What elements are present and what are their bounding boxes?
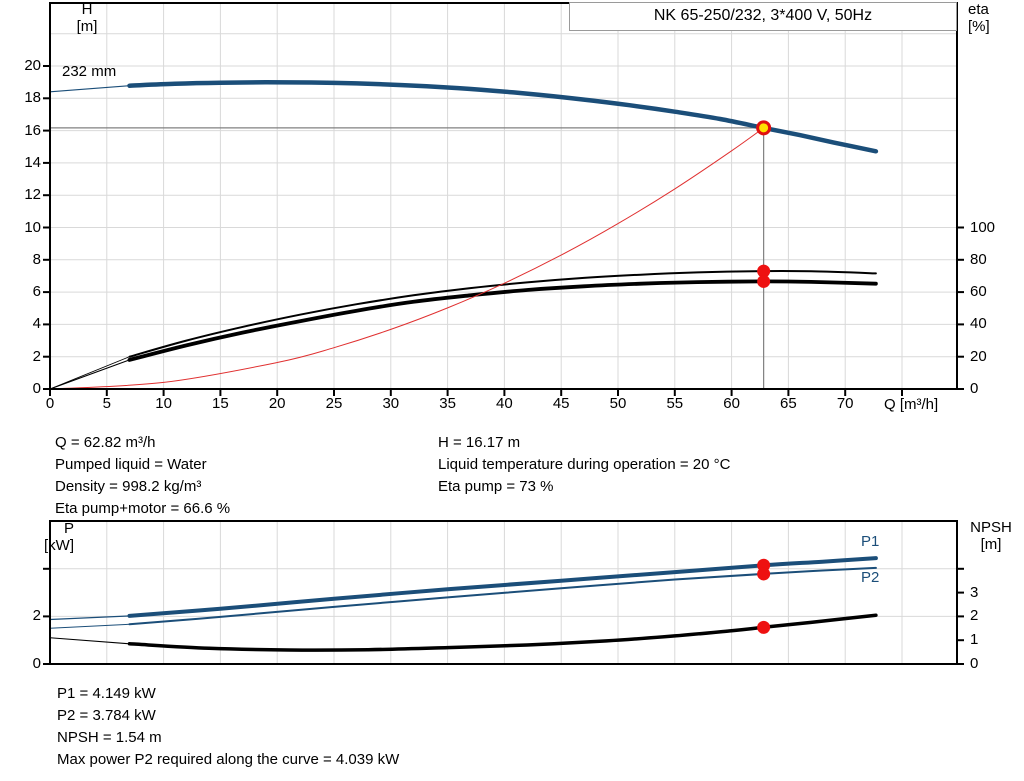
x-tick-label: 45 — [552, 395, 570, 412]
y-right-tick-label: 60 — [970, 283, 987, 301]
system-curve — [49, 127, 765, 390]
y-left-tick-label: 12 — [24, 186, 41, 204]
p2-curve — [128, 566, 877, 626]
x-tick-label: 60 — [723, 395, 740, 412]
head-curve-232mm-lead — [49, 85, 131, 93]
y-left-tick-label: 2 — [32, 347, 41, 365]
x-tick-label: 55 — [666, 395, 684, 412]
pump-title-box: NK 65-250/232, 3*400 V, 50Hz — [569, 2, 957, 31]
y-left-tick-label: 2 — [32, 607, 41, 625]
eta-axis-title: eta [%] — [968, 1, 990, 35]
p-axis-title: P [kW] — [44, 520, 74, 554]
y-right-tick-label: 3 — [970, 583, 979, 601]
x-tick-label: 65 — [780, 395, 797, 412]
x-tick-label: 50 — [609, 395, 627, 412]
x-tick-label: 10 — [155, 395, 172, 412]
stat-line: Q = 62.82 m³/h — [55, 434, 156, 451]
stat-line: P1 = 4.149 kW — [57, 685, 156, 702]
x-tick-label: 25 — [325, 395, 343, 412]
y-right-tick-label: 20 — [970, 347, 987, 365]
npsh-axis-title: NPSH [m] — [970, 519, 1012, 553]
stat-line: Eta pump+motor = 66.6 % — [55, 500, 231, 517]
y-left-tick-label: 6 — [32, 283, 41, 301]
npsh-point — [757, 620, 771, 634]
stat-line: P2 = 3.784 kW — [57, 707, 156, 724]
h-axis-title: H [m] — [76, 1, 98, 35]
stat-line: Density = 998.2 kg/m³ — [55, 478, 202, 495]
p1-curve-lead — [49, 615, 131, 621]
y-right-tick-label: 80 — [970, 250, 987, 268]
y-right-tick-label: 2 — [970, 607, 979, 625]
eta-pump-motor-curve-lead — [49, 359, 131, 390]
q-axis-unit-label: Q [m³/h] — [884, 396, 939, 413]
y-left-tick-label: 18 — [24, 89, 41, 107]
x-tick-label: 5 — [102, 395, 111, 412]
stat-line: Pumped liquid = Water — [55, 456, 207, 473]
duty-stats-right: H = 16.17 m Liquid temperature during ope… — [438, 432, 730, 498]
x-tick-label: 35 — [439, 395, 456, 412]
stat-line: Eta pump = 73 % — [438, 478, 554, 495]
eta-pump-motor-point — [757, 274, 771, 288]
power-stats: P1 = 4.149 kW P2 = 3.784 kW NPSH = 1.54 m M… — [57, 683, 399, 771]
pump-title: NK 65-250/232, 3*400 V, 50Hz — [653, 7, 873, 24]
p1-curve-label: P1 — [861, 533, 880, 550]
x-tick-label: 15 — [212, 395, 229, 412]
p2-curve-lead — [49, 623, 130, 629]
p2-point — [757, 567, 771, 581]
y-left-tick-label: 10 — [24, 218, 41, 236]
y-left-tick-label: 16 — [24, 121, 41, 139]
impeller-size-label: 232 mm — [62, 63, 117, 80]
y-left-tick-label: 20 — [24, 57, 41, 74]
stat-line: Max power P2 required along the curve = … — [57, 751, 400, 768]
y-right-tick-label: 0 — [970, 380, 979, 397]
y-right-tick-label: 1 — [970, 631, 979, 649]
y-left-tick-label: 4 — [32, 315, 41, 333]
y-right-tick-label: 40 — [970, 315, 987, 333]
y-right-tick-label: 0 — [970, 655, 979, 672]
npsh-curve-lead — [49, 637, 130, 645]
p1-curve — [127, 556, 878, 618]
y-left-tick-label: 8 — [32, 250, 41, 268]
duty-stats-left: Q = 62.82 m³/h Pumped liquid = Water Densi… — [55, 432, 230, 520]
stat-line: Liquid temperature during operation = 20… — [438, 456, 731, 473]
y-right-tick-label: 100 — [970, 218, 996, 236]
duty-point[interactable] — [756, 120, 772, 136]
eta-pump-point — [757, 264, 771, 278]
p2-curve-label: P2 — [861, 569, 880, 586]
x-tick-label: 0 — [45, 395, 55, 412]
x-tick-label: 30 — [382, 395, 400, 412]
x-tick-label: 40 — [496, 395, 513, 412]
y-left-tick-label: 14 — [24, 153, 41, 171]
x-tick-label: 20 — [268, 395, 286, 412]
stat-line: NPSH = 1.54 m — [57, 729, 162, 746]
stat-line: H = 16.17 m — [438, 434, 521, 451]
x-tick-label: 70 — [836, 395, 854, 412]
y-left-tick-label: 0 — [32, 655, 41, 672]
y-left-tick-label: 0 — [32, 380, 41, 397]
